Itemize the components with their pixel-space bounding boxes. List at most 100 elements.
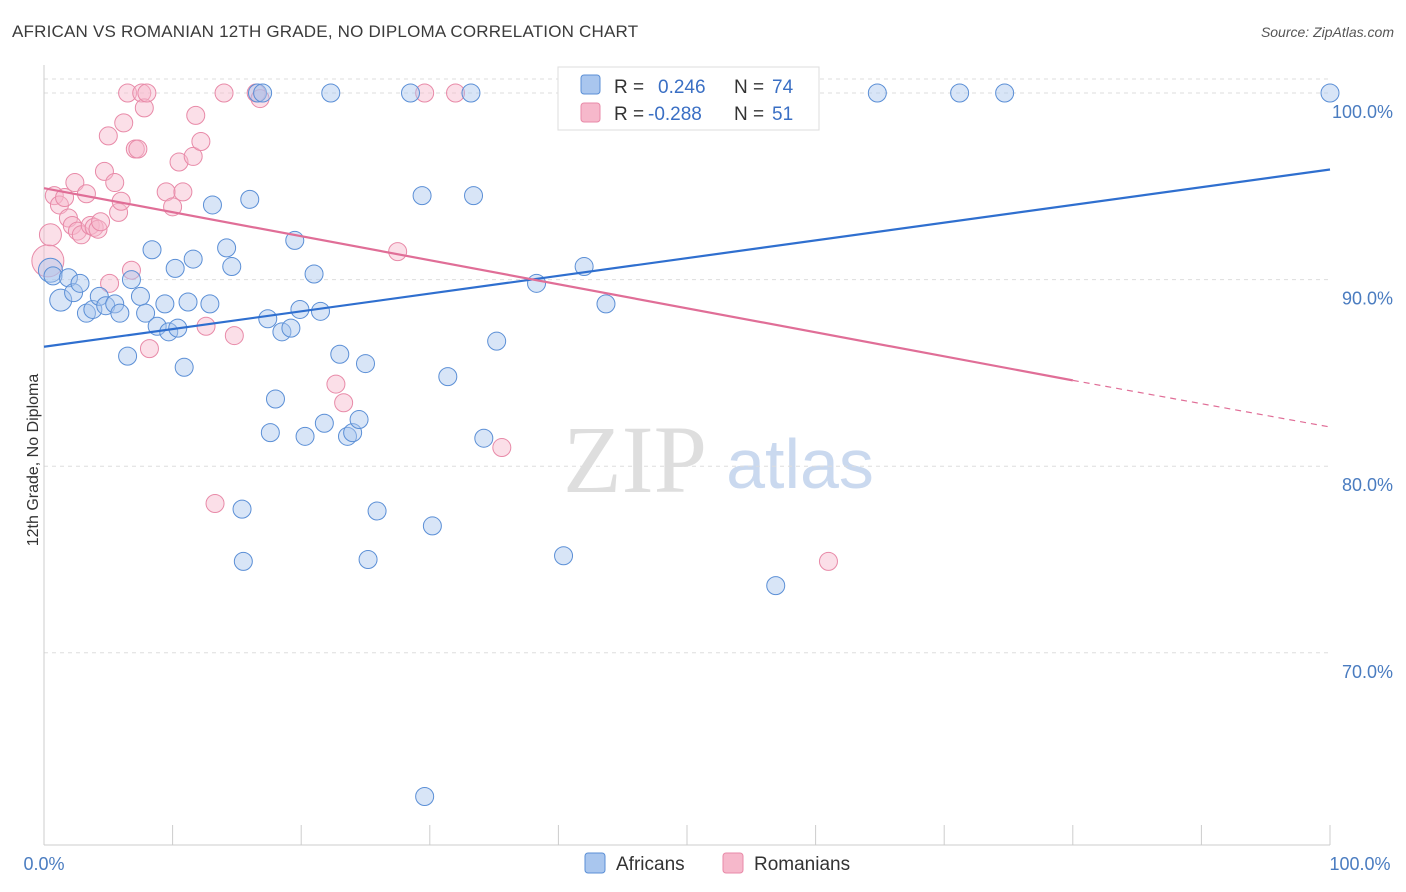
africans-point-28 xyxy=(222,257,242,277)
africans-point-50 xyxy=(356,354,375,374)
africans-point-34 xyxy=(258,309,278,329)
stats-africans-r-label: R = xyxy=(614,77,644,98)
stats-romanians-r-value: -0.288 xyxy=(648,104,702,125)
stats-swatch-romanians xyxy=(580,102,601,123)
y-tick-label-100: 100.0% xyxy=(1332,102,1393,122)
africans-point-26 xyxy=(202,195,222,215)
stats-africans-r-value: 0.246 xyxy=(658,77,706,98)
romanians-point-29 xyxy=(139,339,159,359)
africans-point-51 xyxy=(358,549,378,569)
africans-point-25 xyxy=(200,294,220,314)
romanians-point-36 xyxy=(191,132,211,152)
y-tick-label-90: 90.0% xyxy=(1342,289,1393,309)
africans-point-60 xyxy=(474,428,494,448)
africans-point-46 xyxy=(330,344,350,364)
africans-point-13 xyxy=(121,270,141,290)
africans-point-2 xyxy=(49,288,73,312)
africans-point-58 xyxy=(461,83,481,103)
africans-point-57 xyxy=(438,367,458,387)
africans-point-44 xyxy=(314,413,334,433)
legend-label-romanians[interactable]: Romanians xyxy=(754,854,850,875)
africans-point-49 xyxy=(349,410,369,430)
stats-romanians-n-value: 51 xyxy=(772,104,793,125)
stats-romanians-r-label: R = xyxy=(614,104,644,125)
romanians-point-43 xyxy=(326,374,346,394)
africans-point-22 xyxy=(174,357,194,377)
stats-box: R = 0.246 N = 74 R = -0.288 N = 51 xyxy=(557,66,820,131)
romanians-point-21 xyxy=(114,113,134,133)
y-axis-label: 12th Grade, No Diploma xyxy=(25,374,42,547)
watermark-atlas: atlas xyxy=(726,425,874,503)
romanians-point-7 xyxy=(65,173,85,193)
africans-point-36 xyxy=(265,389,285,409)
romanians-point-10 xyxy=(76,184,96,204)
romanians-point-34 xyxy=(183,146,203,166)
africans-point-11 xyxy=(110,303,130,323)
romanians-trend-line xyxy=(43,187,1074,382)
stats-romanians-n-label: N = xyxy=(734,104,764,125)
romanians-point-33 xyxy=(173,182,193,202)
romanians-point-25 xyxy=(128,139,148,159)
romanians-point-28 xyxy=(137,83,157,103)
legend: Africans Romanians xyxy=(584,852,850,875)
africans-point-14 xyxy=(130,286,150,306)
legend-swatch-romanians[interactable] xyxy=(722,852,744,874)
stats-africans-n-label: N = xyxy=(734,77,764,98)
africans-point-56 xyxy=(422,516,442,536)
romanians-point-17 xyxy=(100,273,120,293)
romanians-point-14 xyxy=(91,212,111,232)
x-tick-label-100: 100.0% xyxy=(1329,854,1390,874)
y-tick-label-70: 70.0% xyxy=(1342,662,1393,682)
africans-point-68 xyxy=(766,576,786,596)
africans-point-53 xyxy=(401,83,421,103)
legend-swatch-africans[interactable] xyxy=(584,852,606,874)
romanians-point-26 xyxy=(132,83,152,103)
romanians-point-40 xyxy=(224,326,244,346)
legend-label-africans[interactable]: Africans xyxy=(616,854,685,875)
romanians-point-27 xyxy=(134,98,154,118)
africans-point-42 xyxy=(304,264,324,284)
romanians-trend-line-dashed xyxy=(1072,379,1331,428)
romanians-point-50 xyxy=(818,551,838,571)
africans-point-43 xyxy=(310,301,330,321)
romanians-point-47 xyxy=(446,83,466,103)
africans-point-69 xyxy=(867,83,887,103)
romanians-point-35 xyxy=(186,105,206,125)
trend-lines xyxy=(43,168,1331,428)
y-tick-labels: 70.0% 80.0% 90.0% 100.0% xyxy=(1332,102,1393,682)
africans-point-52 xyxy=(367,501,387,521)
romanians-point-0 xyxy=(31,244,65,278)
africans-point-61 xyxy=(487,331,507,351)
africans-point-20 xyxy=(165,258,185,278)
romanians-point-13 xyxy=(88,219,108,239)
africans-point-71 xyxy=(995,83,1015,103)
africans-point-18 xyxy=(155,294,175,314)
series-romanians-points xyxy=(31,83,838,571)
africans-point-63 xyxy=(554,546,574,566)
romanians-point-38 xyxy=(205,494,225,514)
romanians-point-18 xyxy=(105,173,125,193)
africans-point-31 xyxy=(240,189,260,209)
romanians-point-16 xyxy=(98,126,118,146)
africans-point-38 xyxy=(281,318,301,338)
africans-trend-line xyxy=(43,168,1331,348)
stats-swatch-africans xyxy=(580,74,601,95)
chart-title: AFRICAN VS ROMANIAN 12TH GRADE, NO DIPLO… xyxy=(12,22,639,41)
africans-point-27 xyxy=(217,238,237,258)
africans-point-30 xyxy=(233,551,253,571)
y-tick-label-80: 80.0% xyxy=(1342,475,1393,495)
africans-point-29 xyxy=(232,499,252,519)
series-africans-points xyxy=(37,83,1340,806)
stats-africans-n-value: 74 xyxy=(772,77,794,98)
watermark-zip: ZIP xyxy=(563,406,707,513)
axes xyxy=(43,65,1331,846)
romanians-point-46 xyxy=(415,83,435,103)
africans-point-10 xyxy=(105,294,125,314)
africans-point-3 xyxy=(58,268,78,288)
africans-point-16 xyxy=(142,240,162,260)
africans-point-54 xyxy=(412,186,432,206)
africans-point-40 xyxy=(290,299,310,319)
romanians-point-1 xyxy=(38,223,62,247)
africans-point-24 xyxy=(183,249,203,269)
